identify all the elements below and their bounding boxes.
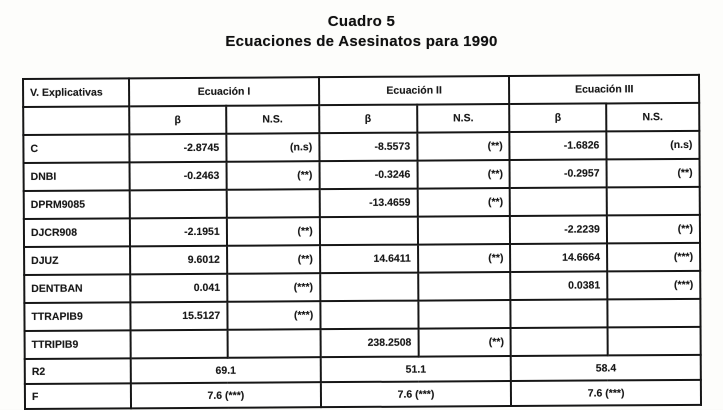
- table-cell: (**): [417, 160, 511, 189]
- table-cell: (**): [417, 188, 511, 217]
- table-cell: (**): [226, 245, 320, 274]
- beta-header-eq3: β: [509, 103, 607, 133]
- equation-3-header: Ecuación III: [509, 74, 700, 105]
- table-cell: [227, 329, 321, 358]
- equation-1-header: Ecuación I: [129, 77, 319, 107]
- table-cell: [510, 327, 608, 357]
- summary-cell: 7.6 (***): [320, 381, 512, 408]
- row-label: DPRM9085: [23, 190, 130, 219]
- table-cell: (**): [606, 214, 701, 244]
- table-cell: [319, 272, 419, 302]
- row-label: R2: [24, 358, 132, 384]
- table-cell: [226, 189, 320, 218]
- ns-header-eq1: N.S.: [225, 105, 320, 134]
- row-label: DENTBAN: [24, 274, 131, 303]
- table-cell: (**): [226, 161, 320, 190]
- table-cell: -1.6826: [509, 131, 607, 161]
- table-cell: -2.1951: [129, 217, 227, 247]
- table-cell: 14.6411: [319, 244, 418, 274]
- table-cell: (**): [417, 244, 511, 273]
- row-label: DJUZ: [24, 246, 131, 275]
- table-row: DNBI -0.2463 (**) -0.3246 (**) -0.2957 (…: [23, 158, 700, 191]
- table-cell: [417, 216, 511, 245]
- table-cell: -2.2239: [510, 215, 607, 245]
- table-row: C -2.8745 (n.s) -8.5573 (**) -1.6826 (n.…: [23, 130, 700, 163]
- table-row: TTRAPIB9 15.5127 (***): [24, 298, 701, 331]
- beta-header-eq1: β: [129, 105, 227, 135]
- row-label: C: [23, 134, 130, 163]
- table-cell: (***): [226, 273, 321, 302]
- table-cell: (n.s): [226, 133, 320, 162]
- table-cell: -0.2957: [509, 159, 607, 189]
- table-cell: 14.6664: [510, 243, 608, 273]
- table-row: DJCR908 -2.1951 (**) -2.2239 (**): [23, 214, 701, 247]
- table-cell: [418, 300, 511, 329]
- summary-cell: 69.1: [130, 357, 321, 384]
- summary-cell: 7.6 (***): [511, 379, 702, 407]
- row-label: TTRIPIB9: [24, 330, 131, 359]
- corner-empty-cell: [23, 106, 130, 135]
- table-row: DPRM9085 -13.4659 (**): [23, 186, 700, 219]
- summary-cell: 51.1: [320, 356, 512, 383]
- table-cell: [129, 189, 227, 219]
- table-cell: (***): [607, 270, 701, 300]
- row-label: TTRAPIB9: [24, 302, 131, 331]
- table-cell: -13.4659: [319, 188, 418, 218]
- table-cell: [606, 186, 700, 216]
- table-cell: (**): [226, 217, 320, 246]
- table-cell: 9.6012: [130, 245, 227, 275]
- header-row-equations: V. Explicativas Ecuación I Ecuación II E…: [23, 74, 700, 107]
- table-cell: 15.5127: [130, 301, 228, 331]
- table-cell: -0.2463: [129, 161, 227, 191]
- equations-table: V. Explicativas Ecuación I Ecuación II E…: [22, 73, 703, 410]
- table-cell: (**): [606, 158, 700, 188]
- title-line-2: Ecuaciones de Asesinatos para 1990: [225, 32, 498, 50]
- corner-header: V. Explicativas: [23, 78, 130, 107]
- table-cell: (***): [606, 242, 701, 272]
- table-cell: 0.041: [130, 273, 228, 303]
- ns-header-eq2: N.S.: [416, 104, 510, 133]
- table-cell: [417, 272, 511, 301]
- table-cell: -8.5573: [319, 132, 418, 162]
- table-cell: 0.0381: [510, 271, 608, 301]
- table-cell: [130, 329, 228, 359]
- ns-header-eq3: N.S.: [606, 102, 700, 132]
- row-label: F: [24, 383, 132, 409]
- row-label: DNBI: [23, 162, 130, 191]
- table-cell: (n.s): [606, 130, 700, 160]
- beta-header-eq2: β: [318, 104, 418, 134]
- table-cell: (**): [417, 132, 510, 161]
- table-cell: [319, 216, 418, 246]
- table-row: DENTBAN 0.041 (***) 0.0381 (***): [24, 270, 701, 303]
- header-row-subcolumns: β N.S. β N.S. β N.S.: [23, 102, 700, 135]
- row-label: DJCR908: [23, 218, 131, 247]
- summary-row-f: F 7.6 (***) 7.6 (***) 7.6 (***): [24, 379, 702, 409]
- table-cell: (***): [227, 301, 321, 330]
- table-cell: [607, 298, 701, 328]
- title-line-1: Cuadro 5: [327, 13, 396, 30]
- table-cell: (**): [418, 328, 512, 357]
- table-cell: [510, 299, 608, 329]
- equation-2-header: Ecuación II: [318, 76, 510, 106]
- table-cell: -0.3246: [319, 160, 418, 190]
- summary-cell: 58.4: [511, 354, 701, 382]
- table-cell: -2.8745: [129, 133, 227, 163]
- table-row: DJUZ 9.6012 (**) 14.6411 (**) 14.6664 (*…: [24, 242, 701, 275]
- document-title: Cuadro 5 Ecuaciones de Asesinatos para 1…: [0, 12, 723, 51]
- summary-cell: 7.6 (***): [131, 382, 321, 409]
- table-cell: [510, 187, 607, 217]
- table-row: TTRIPIB9 238.2508 (**): [24, 326, 701, 359]
- table-cell: 238.2508: [320, 328, 419, 358]
- table-cell: [607, 326, 701, 356]
- table-cell: [320, 300, 419, 330]
